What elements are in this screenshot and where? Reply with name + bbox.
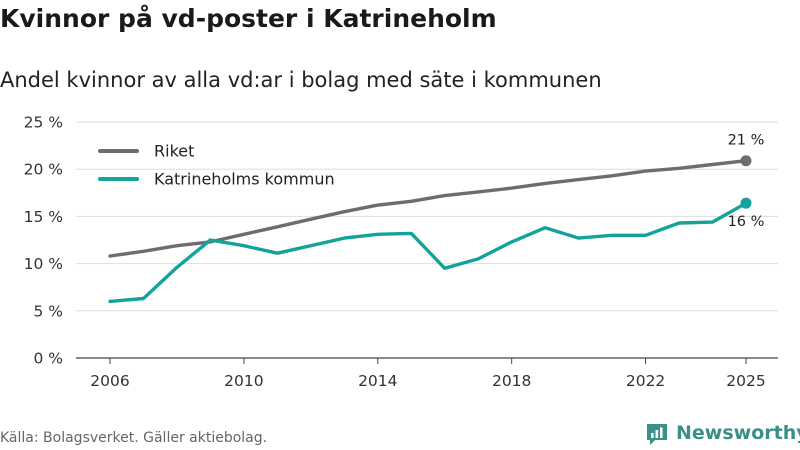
y-tick-label: 15 % [24, 208, 63, 226]
end-point-katrineholms-kommun [740, 197, 752, 209]
x-tick-label: 2006 [90, 372, 129, 390]
legend: Riket Katrineholms kommun [98, 142, 335, 189]
series-riket: 21 % [108, 133, 765, 258]
legend-item-riket: Riket [98, 142, 194, 161]
legend-label: Riket [154, 142, 194, 161]
x-tick-label: 2014 [358, 372, 397, 390]
y-tick-label: 5 % [33, 302, 63, 320]
source-note: Källa: Bolagsverket. Gäller aktiebolag. [0, 430, 268, 446]
series-katrineholms-kommun: 16 % [108, 197, 765, 304]
newsworthy-logo-icon [647, 424, 667, 445]
end-label-katrineholms-kommun: 16 % [728, 214, 765, 230]
y-tick-label: 0 % [33, 350, 63, 368]
chart-subtitle: Andel kvinnor av alla vd:ar i bolag med … [0, 68, 602, 92]
y-tick-label: 25 % [24, 114, 63, 132]
end-label-riket: 21 % [728, 133, 765, 149]
newsworthy-logo: Newsworthy [644, 420, 800, 446]
y-axis-tick-labels: 0 % 5 % 10 % 15 % 20 % 25 % [24, 114, 63, 368]
x-tick-label: 2022 [626, 372, 665, 390]
line-chart: 0 %5 %10 %15 %20 %25 % 2006 2010 2014 2018 2… [24, 114, 778, 390]
legend-label: Katrineholms kommun [154, 170, 335, 189]
y-tick-label: 20 % [24, 161, 63, 179]
x-tick-label: 2025 [726, 372, 765, 390]
y-tick-label: 10 % [24, 255, 63, 273]
series-lines: 21 % 16 % [108, 133, 765, 304]
x-tick-label: 2010 [224, 372, 263, 390]
series-line-katrineholms-kommun [108, 201, 748, 304]
x-tick-label: 2018 [492, 372, 531, 390]
x-axis: 2006 2010 2014 2018 2022 2025 [90, 358, 766, 390]
legend-item-katrineholms-kommun: Katrineholms kommun [98, 170, 335, 189]
chart-title: Kvinnor på vd-poster i Katrineholm [0, 4, 497, 33]
brand-name: Newsworthy [676, 422, 800, 444]
gridlines [76, 121, 778, 359]
end-point-riket [740, 155, 752, 167]
